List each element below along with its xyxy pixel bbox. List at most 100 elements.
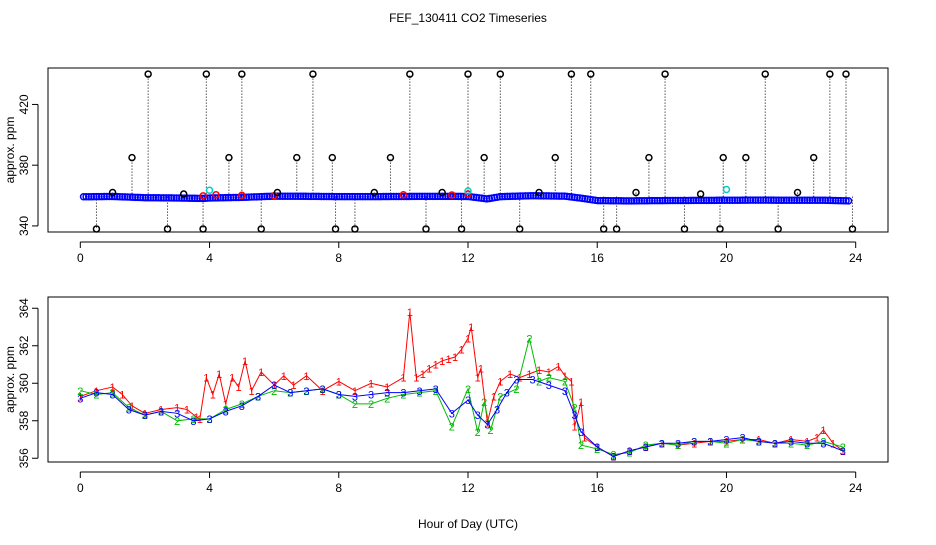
blue-marker xyxy=(661,196,669,205)
blue-marker xyxy=(154,194,163,202)
blue-marker xyxy=(793,196,801,205)
series-3-point: 3 xyxy=(206,414,212,426)
blue-marker xyxy=(265,192,274,201)
series-1-point: 1 xyxy=(507,369,513,381)
black-marker xyxy=(480,153,488,162)
red-marker xyxy=(448,191,456,199)
blue-marker xyxy=(397,192,406,201)
blue-marker xyxy=(366,192,375,201)
blue-marker xyxy=(728,196,737,204)
series-1-point: 1 xyxy=(258,367,264,379)
series-1-point: 1 xyxy=(320,386,326,398)
blue-marker xyxy=(720,196,729,205)
blue-marker xyxy=(715,196,724,205)
series-1-point: 1 xyxy=(93,386,99,398)
x-axis-label: Hour of Day (UTC) xyxy=(418,517,518,531)
blue-marker xyxy=(426,192,434,201)
blue-marker xyxy=(700,196,708,205)
series-1-point: 1 xyxy=(158,405,164,417)
blue-marker xyxy=(188,194,196,202)
series-1-point: 1 xyxy=(368,378,374,390)
blue-marker xyxy=(413,192,421,201)
blue-marker xyxy=(152,194,160,202)
series-3-point: 3 xyxy=(142,410,148,422)
blue-marker xyxy=(614,197,623,205)
blue-marker xyxy=(371,192,380,201)
series-3-point: 3 xyxy=(572,410,578,422)
series-3-point: 3 xyxy=(465,395,471,407)
blue-marker xyxy=(291,192,300,201)
blue-marker xyxy=(224,193,233,202)
series-1-point: 1 xyxy=(400,373,406,385)
series-3-point: 3 xyxy=(93,388,99,400)
series-3-point: 3 xyxy=(504,388,510,400)
red-marker xyxy=(464,190,472,198)
series-2-point: 2 xyxy=(475,427,481,439)
series-2-point: 2 xyxy=(840,442,846,454)
blue-marker xyxy=(415,192,424,201)
blue-marker xyxy=(162,194,170,202)
blue-marker xyxy=(263,192,271,201)
y-tick-label: 360 xyxy=(17,373,31,393)
blue-marker xyxy=(346,192,354,201)
series-1-point: 1 xyxy=(413,373,419,385)
chart-title: FEF_130411 CO2 Timeseries xyxy=(389,11,547,25)
series-2-point: 2 xyxy=(659,438,665,450)
blue-marker xyxy=(312,192,320,201)
series-3-point: 3 xyxy=(494,405,500,417)
blue-marker xyxy=(131,193,139,202)
series-1-point: 1 xyxy=(626,446,632,458)
series-1-point: 1 xyxy=(142,408,148,420)
series-1-point: 1 xyxy=(242,356,248,368)
blue-marker xyxy=(705,196,713,205)
blue-marker xyxy=(694,196,703,205)
blue-marker xyxy=(185,194,194,202)
blue-marker xyxy=(79,193,88,201)
black-marker xyxy=(551,153,559,162)
black-marker xyxy=(761,70,769,78)
red-marker xyxy=(212,191,220,199)
blue-marker xyxy=(756,196,765,204)
blue-marker xyxy=(671,196,680,205)
blue-marker xyxy=(84,192,93,201)
series-2-point: 2 xyxy=(756,436,762,448)
black-marker xyxy=(257,225,265,233)
blue-marker xyxy=(95,192,103,201)
blue-marker xyxy=(118,193,127,201)
black-marker xyxy=(515,225,524,233)
blue-marker xyxy=(165,194,173,202)
blue-marker xyxy=(679,196,687,205)
series-2-point: 2 xyxy=(626,448,632,460)
x-tick-label: 20 xyxy=(720,251,734,265)
x-tick-label: 0 xyxy=(77,481,84,495)
blue-marker xyxy=(619,197,628,205)
series-2-point: 2 xyxy=(804,440,810,452)
series-3-point: 3 xyxy=(675,438,681,450)
blue-marker xyxy=(144,193,152,202)
series-3-point: 3 xyxy=(820,438,826,450)
blue-marker xyxy=(221,193,230,202)
series-2-point: 2 xyxy=(142,410,148,422)
series-1-point: 1 xyxy=(536,365,542,377)
black-marker xyxy=(457,225,466,233)
series-1-point: 1 xyxy=(707,436,713,448)
series-1-point: 1 xyxy=(281,371,287,383)
blue-marker xyxy=(839,196,848,205)
blue-marker xyxy=(408,192,416,201)
series-1-point: 1 xyxy=(468,322,474,334)
series-1-point: 1 xyxy=(555,361,561,373)
blue-marker xyxy=(501,192,509,201)
black-marker xyxy=(438,188,446,197)
blue-marker xyxy=(498,192,506,201)
black-marker xyxy=(535,188,543,197)
cyan-marker xyxy=(464,187,472,195)
series-1-point: 1 xyxy=(426,363,432,375)
blue-marker xyxy=(392,192,401,201)
blue-marker xyxy=(123,193,132,201)
blue-marker xyxy=(304,192,313,201)
series-2-point: 2 xyxy=(481,397,487,409)
blue-marker xyxy=(516,192,525,200)
black-marker xyxy=(309,70,317,78)
blue-marker xyxy=(723,196,731,205)
blue-marker xyxy=(193,194,202,203)
